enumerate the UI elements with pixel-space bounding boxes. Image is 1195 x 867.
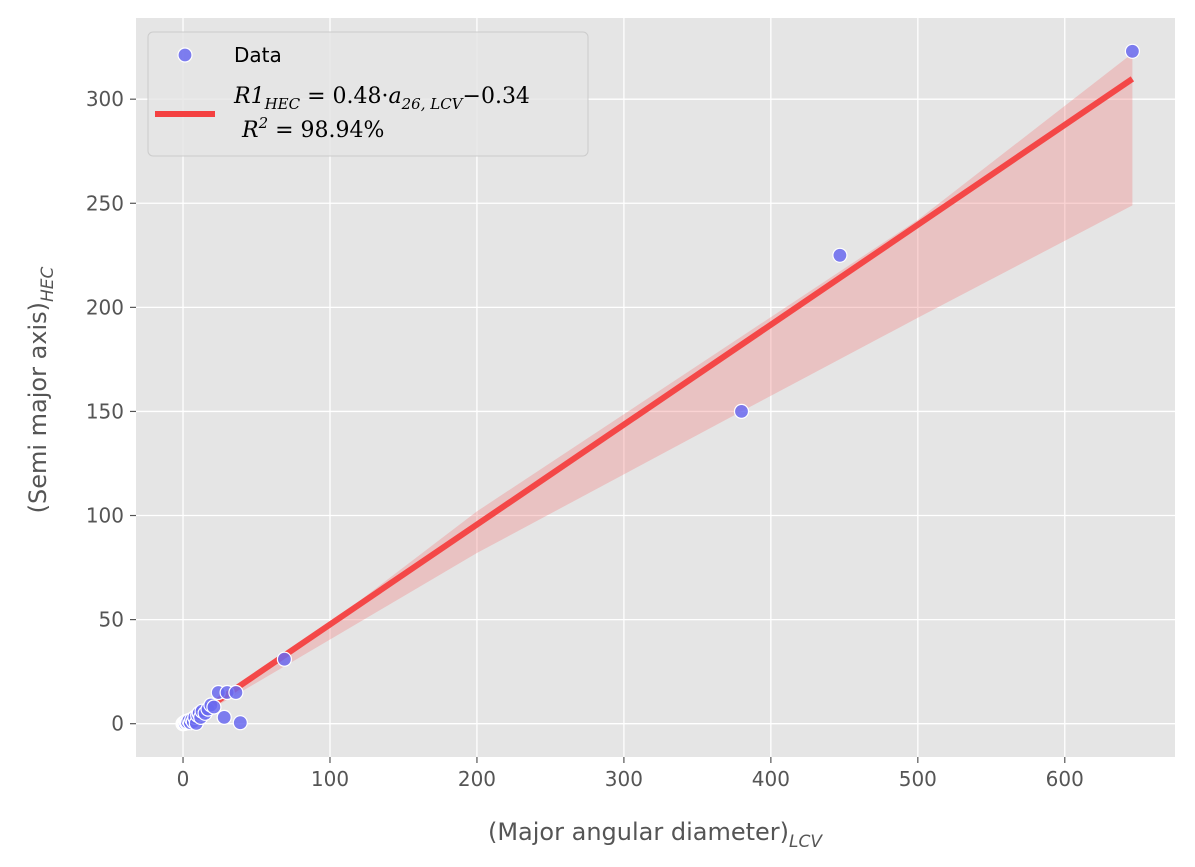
x-tick-label: 400 [752, 767, 790, 791]
legend-fit-intercept: −0.34 [463, 84, 530, 109]
data-point [1124, 43, 1141, 59]
confidence-band-layer [183, 53, 1133, 726]
legend-fit-coef: = 0.48· [300, 84, 388, 109]
data-point [232, 715, 248, 731]
y-tick-label: 250 [86, 191, 124, 215]
y-axis-label: (Semi major axis)HEC [24, 266, 58, 513]
y-axis-label-main: (Semi major axis) [24, 302, 52, 513]
y-tick-label: 100 [86, 504, 124, 528]
legend-r2-r: R [241, 118, 259, 143]
y-tick-label: 200 [86, 295, 124, 319]
legend-fit-a: a [388, 84, 401, 109]
legend-data-label: Data [234, 43, 282, 67]
y-axis-label-sub: HEC [38, 266, 58, 302]
data-point [216, 709, 232, 726]
data-point [228, 684, 244, 701]
fit-line-layer [181, 76, 1135, 727]
y-tick-label: 50 [99, 608, 124, 632]
legend-r2-value: = 98.94% [268, 118, 384, 143]
legend-fit-a-sub: 26, LCV [401, 95, 465, 113]
x-tick-label: 500 [899, 767, 937, 791]
legend-fit-label-line1: R1HEC = 0.48·a26, LCV−0.34 [233, 84, 530, 113]
y-tick-label: 300 [86, 87, 124, 111]
x-axis-label-main: (Major angular diameter) [488, 818, 789, 846]
x-tick-label: 100 [311, 767, 349, 791]
x-axis-label-sub: LCV [789, 832, 823, 852]
y-tick-label: 0 [111, 712, 124, 736]
data-point [276, 651, 292, 667]
legend-fit-r1-sub: HEC [264, 95, 301, 113]
x-tick-label: 600 [1046, 767, 1084, 791]
legend-fit-label-line2: R2 = 98.94% [241, 114, 384, 143]
data-points-layer [175, 43, 1141, 732]
y-tick-label: 150 [86, 399, 124, 423]
x-axis-label: (Major angular diameter)LCV [488, 818, 823, 852]
legend-box [147, 31, 589, 157]
confidence-band [183, 53, 1133, 726]
y-axis-ticks: 0 50 100 150 200 250 300 [86, 87, 136, 736]
legend-fit-r1: R1 [233, 84, 265, 109]
legend: Data R1HEC = 0.48·a26, LCV−0.34 R2 = 98.… [147, 31, 589, 157]
x-tick-label: 300 [605, 767, 643, 791]
data-point [206, 699, 222, 715]
x-axis-ticks: 0 100 200 300 400 500 600 [177, 757, 1084, 791]
fit-line [181, 76, 1135, 727]
legend-r2-exp: 2 [258, 114, 269, 132]
x-tick-label: 0 [177, 767, 190, 791]
legend-data-marker [177, 47, 193, 63]
data-point [832, 247, 848, 263]
data-point [733, 403, 750, 419]
x-tick-label: 200 [458, 767, 496, 791]
